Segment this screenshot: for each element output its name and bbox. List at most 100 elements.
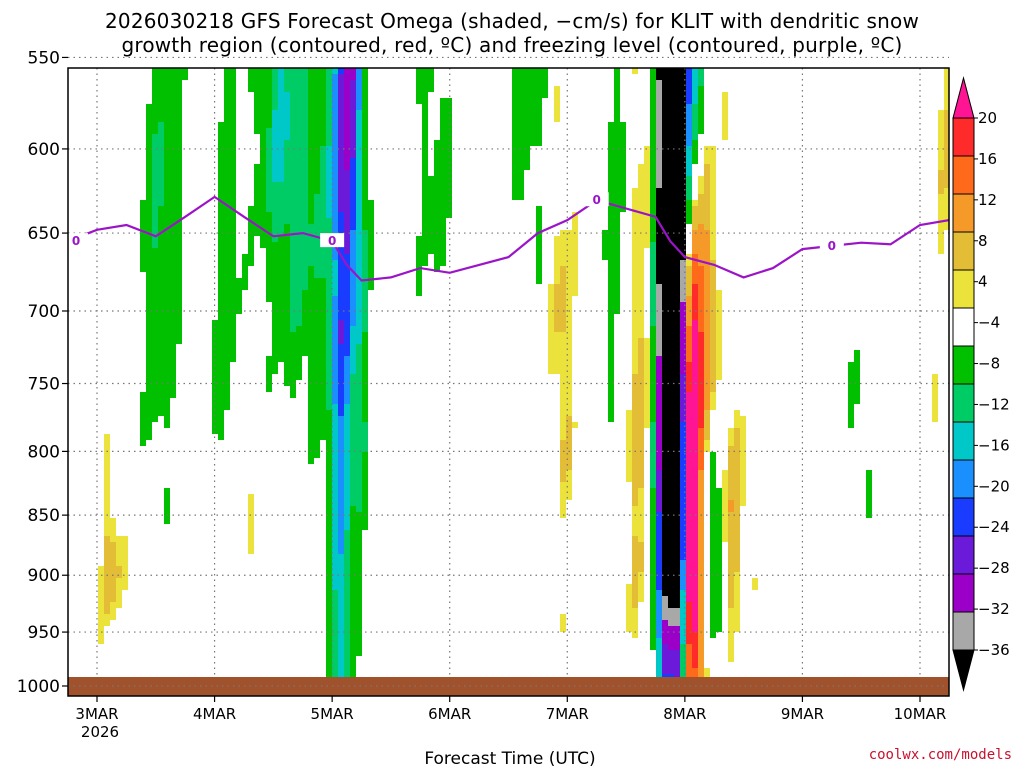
omega-cell [572,266,578,272]
omega-cell [278,272,284,278]
omega-cell [308,128,314,134]
omega-cell [650,146,656,152]
omega-cell [332,416,338,422]
credit-link[interactable]: coolwx.com/models [869,747,1012,763]
omega-cell [332,164,338,170]
omega-cell [170,350,176,356]
omega-cell [158,74,164,80]
omega-cell [722,92,728,98]
omega-cell [692,92,698,98]
omega-cell [272,110,278,116]
omega-cell [650,218,656,224]
omega-cell [698,476,704,482]
omega-cell [944,176,949,182]
omega-cell [668,404,674,410]
omega-cell [656,314,662,320]
omega-cell [338,668,344,674]
omega-cell [164,170,170,176]
omega-cell [734,524,740,530]
omega-cell [740,458,746,464]
omega-cell [686,452,692,458]
omega-cell [656,140,662,146]
omega-cell [248,494,254,500]
omega-cell [668,206,674,212]
omega-cell [224,176,230,182]
omega-cell [332,80,338,86]
omega-cell [680,176,686,182]
omega-cell [308,296,314,302]
omega-cell [332,668,338,674]
omega-cell [626,470,632,476]
omega-cell [152,86,158,92]
omega-cell [248,224,254,230]
omega-cell [332,536,338,542]
omega-cell [278,260,284,266]
omega-cell [152,164,158,170]
omega-cell [614,236,620,242]
omega-cell [308,416,314,422]
omega-cell [332,260,338,266]
omega-cell [632,236,638,242]
omega-cell [278,122,284,128]
omega-cell [710,344,716,350]
omega-cell [308,452,314,458]
colorbar-band [952,117,975,157]
omega-cell [314,164,320,170]
omega-cell [170,92,176,98]
omega-cell [644,182,650,188]
omega-cell [146,386,152,392]
omega-cell [608,272,614,278]
omega-cell [608,140,614,146]
omega-cell [344,614,350,620]
omega-cell [338,206,344,212]
omega-cell [554,284,560,290]
omega-cell [608,188,614,194]
omega-cell [656,254,662,260]
contour-label-0: 0 [592,193,600,207]
omega-cell [632,314,638,320]
omega-cell [512,170,518,176]
omega-cell [560,236,566,242]
omega-cell [332,326,338,332]
omega-cell [734,584,740,590]
omega-cell [650,572,656,578]
omega-cell [152,110,158,116]
omega-cell [164,362,170,368]
omega-cell [230,326,236,332]
omega-cell [320,356,326,362]
omega-cell [350,206,356,212]
omega-cell [344,128,350,134]
omega-cell [284,104,290,110]
omega-cell [170,302,176,308]
omega-cell [530,104,536,110]
omega-cell [740,434,746,440]
omega-cell [614,122,620,128]
omega-cell [662,326,668,332]
omega-cell [176,86,182,92]
omega-cell [362,140,368,146]
omega-cell [686,590,692,596]
omega-cell [362,350,368,356]
omega-cell [692,278,698,284]
omega-cell [356,602,362,608]
omega-cell [344,662,350,668]
omega-cell [350,632,356,638]
omega-cell [338,104,344,110]
omega-cell [650,170,656,176]
omega-cell [656,362,662,368]
omega-cell [674,602,680,608]
omega-cell [362,518,368,524]
omega-cell [734,626,740,632]
omega-cell [308,140,314,146]
omega-cell [158,254,164,260]
omega-cell [656,470,662,476]
omega-cell [302,290,308,296]
omega-cell [152,242,158,248]
omega-cell [668,476,674,482]
omega-cell [524,146,530,152]
omega-cell [692,614,698,620]
omega-cell [260,152,266,158]
omega-cell [302,80,308,86]
colorbar-label: −4 [978,314,1000,332]
omega-cell [734,452,740,458]
